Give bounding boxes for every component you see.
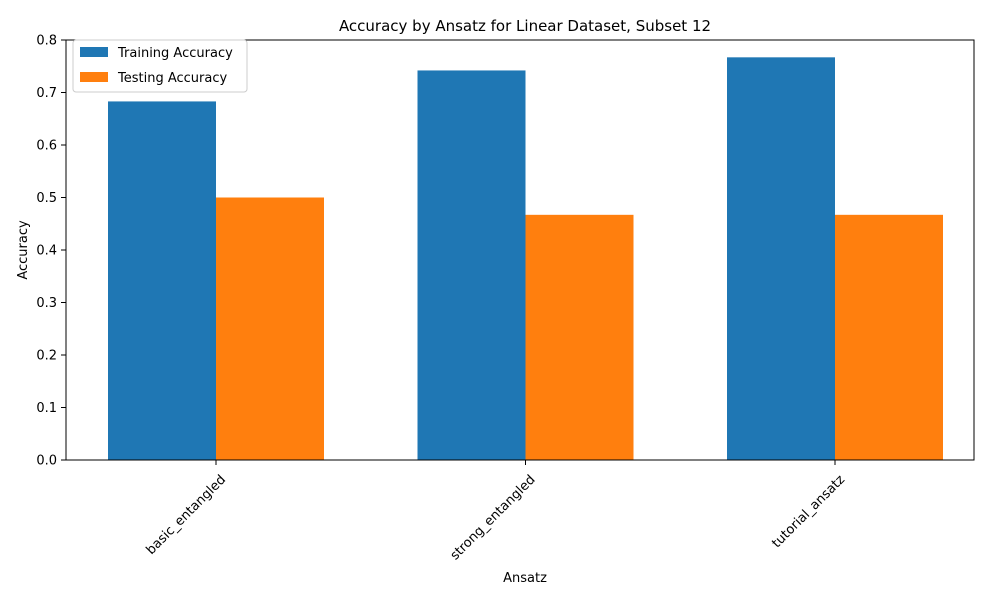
x-axis-label: Ansatz [503,571,547,586]
bar-testing-tutorial-ansatz [835,214,943,460]
bar-training-basic-entangled [108,101,216,461]
plot-frame [65,39,975,461]
y-tick-label: 0.2 [36,349,57,364]
bar-training-tutorial-ansatz [727,57,835,460]
y-axis-label: Accuracy [16,220,31,280]
legend: Training Accuracy Testing Accuracy [72,39,248,93]
x-axis: basic_entangled strong_entangled tutorial_… [144,460,848,563]
legend-label-training: Training Accuracy [117,46,233,61]
bar-testing-strong-entangled [525,214,634,460]
y-tick-label: 0.8 [36,34,57,49]
legend-box [72,39,248,93]
bars-layer [108,57,943,461]
y-axis: 0.0 0.1 0.2 0.3 0.4 0.5 0.6 0.7 0.8 [36,34,66,469]
legend-swatch-testing [80,72,108,82]
x-tick-label-basic-entangled: basic_entangled [144,472,229,557]
legend-swatch-training [80,47,108,57]
chart-title: Accuracy by Ansatz for Linear Dataset, S… [339,17,711,35]
x-tick-label-strong-entangled: strong_entangled [448,472,539,563]
legend-label-testing: Testing Accuracy [117,71,227,86]
y-tick-label: 0.3 [36,296,57,311]
bar-training-strong-entangled [417,70,526,460]
y-tick-label: 0.1 [36,401,57,416]
y-tick-label: 0.7 [36,86,57,101]
y-tick-label: 0.0 [36,454,57,469]
y-tick-label: 0.5 [36,191,57,206]
y-tick-label: 0.6 [36,139,57,154]
bar-testing-basic-entangled [216,197,324,460]
y-tick-label: 0.4 [36,244,57,259]
x-tick-label-tutorial-ansatz: tutorial_ansatz [769,472,848,551]
